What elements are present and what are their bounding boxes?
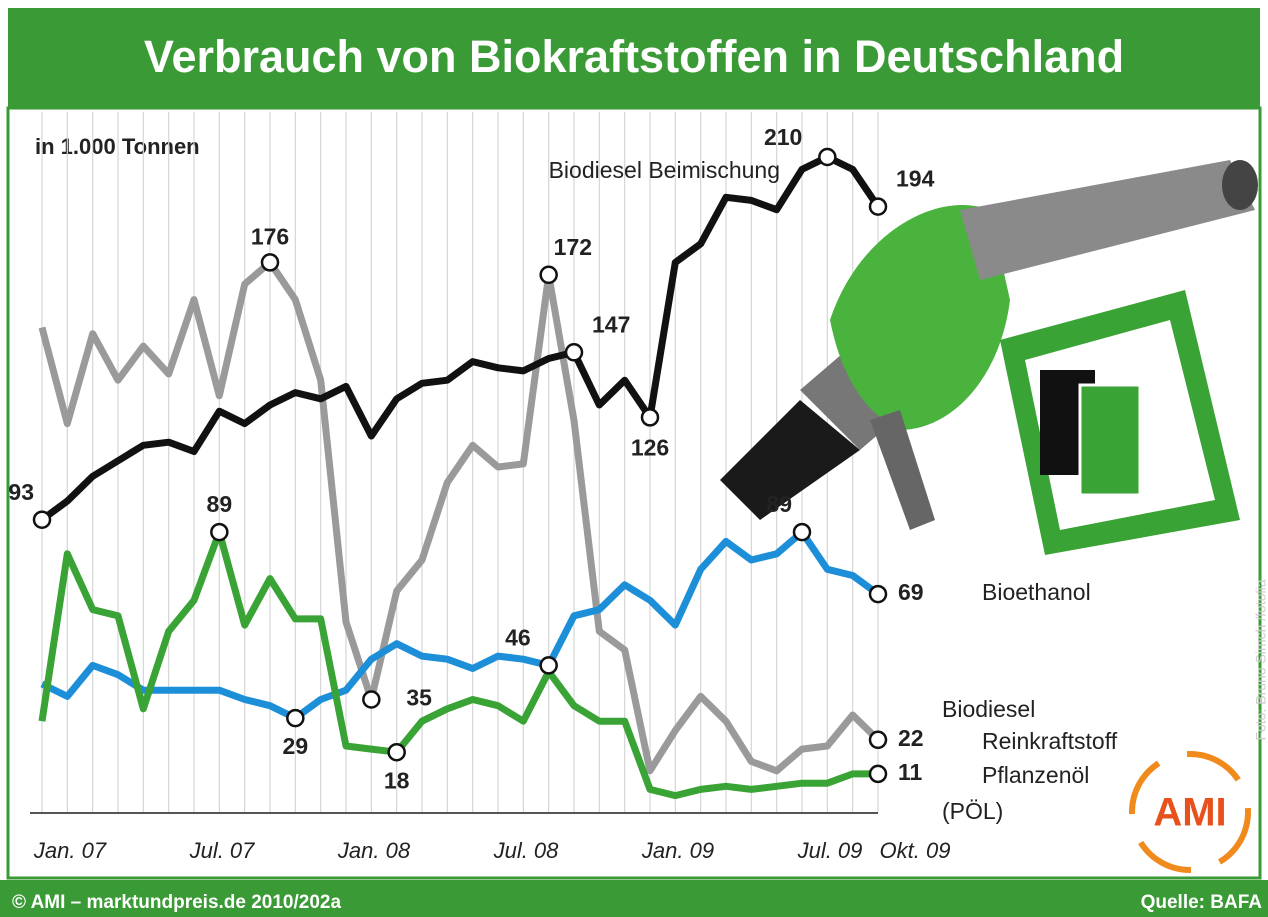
footer-left: © AMI – marktundpreis.de 2010/202a: [12, 892, 341, 913]
point-marker: [363, 692, 379, 708]
value-label: 35: [406, 685, 432, 711]
point-marker: [34, 512, 50, 528]
value-label: 194: [896, 166, 935, 192]
point-marker: [541, 657, 557, 673]
point-marker: [794, 524, 810, 540]
value-label: 126: [631, 434, 669, 460]
x-tick-label: Jan. 08: [337, 838, 411, 863]
subtitle: in 1.000 Tonnen: [35, 134, 200, 159]
photo-credit: Foto: Bruno Simch /fotolia: [1253, 579, 1268, 740]
value-label: 93: [8, 479, 34, 505]
footer-right: Quelle: BAFA: [1141, 892, 1263, 913]
point-marker: [389, 744, 405, 760]
legend-label: Bioethanol: [982, 579, 1091, 605]
value-label: 210: [764, 124, 802, 150]
value-label: 18: [384, 767, 410, 793]
value-label: 46: [505, 624, 531, 650]
x-tick-label: Okt. 09: [880, 838, 951, 863]
value-label: 89: [207, 491, 233, 517]
value-label: 176: [251, 223, 289, 249]
point-marker: [870, 766, 886, 782]
chart-title: Verbrauch von Biokraftstoffen in Deutsch…: [144, 31, 1124, 82]
value-label: 89: [766, 491, 792, 517]
x-tick-label: Jul. 08: [493, 838, 560, 863]
point-marker: [642, 409, 658, 425]
value-label: 147: [592, 311, 630, 337]
point-marker: [870, 199, 886, 215]
x-tick-label: Jul. 07: [189, 838, 256, 863]
point-marker: [819, 149, 835, 165]
value-label: 22: [898, 725, 924, 751]
value-label: 69: [898, 579, 924, 605]
point-marker: [287, 710, 303, 726]
chart: Verbrauch von Biokraftstoffen in Deutsch…: [0, 0, 1268, 917]
value-label: 11: [898, 759, 923, 785]
point-marker: [566, 344, 582, 360]
point-marker: [262, 254, 278, 270]
legend-label: Biodiesel Beimischung: [549, 157, 780, 183]
point-marker: [870, 732, 886, 748]
x-tick-label: Jul. 09: [797, 838, 863, 863]
point-marker: [541, 267, 557, 283]
value-label: 29: [283, 733, 309, 759]
value-label: 172: [554, 234, 592, 260]
x-tick-label: Jan. 07: [33, 838, 107, 863]
x-tick-label: Jan. 09: [641, 838, 714, 863]
spout-end: [1222, 160, 1258, 210]
point-marker: [870, 586, 886, 602]
point-marker: [211, 524, 227, 540]
logo-text: AMI: [1153, 791, 1226, 835]
pump-icon: [1080, 385, 1140, 495]
